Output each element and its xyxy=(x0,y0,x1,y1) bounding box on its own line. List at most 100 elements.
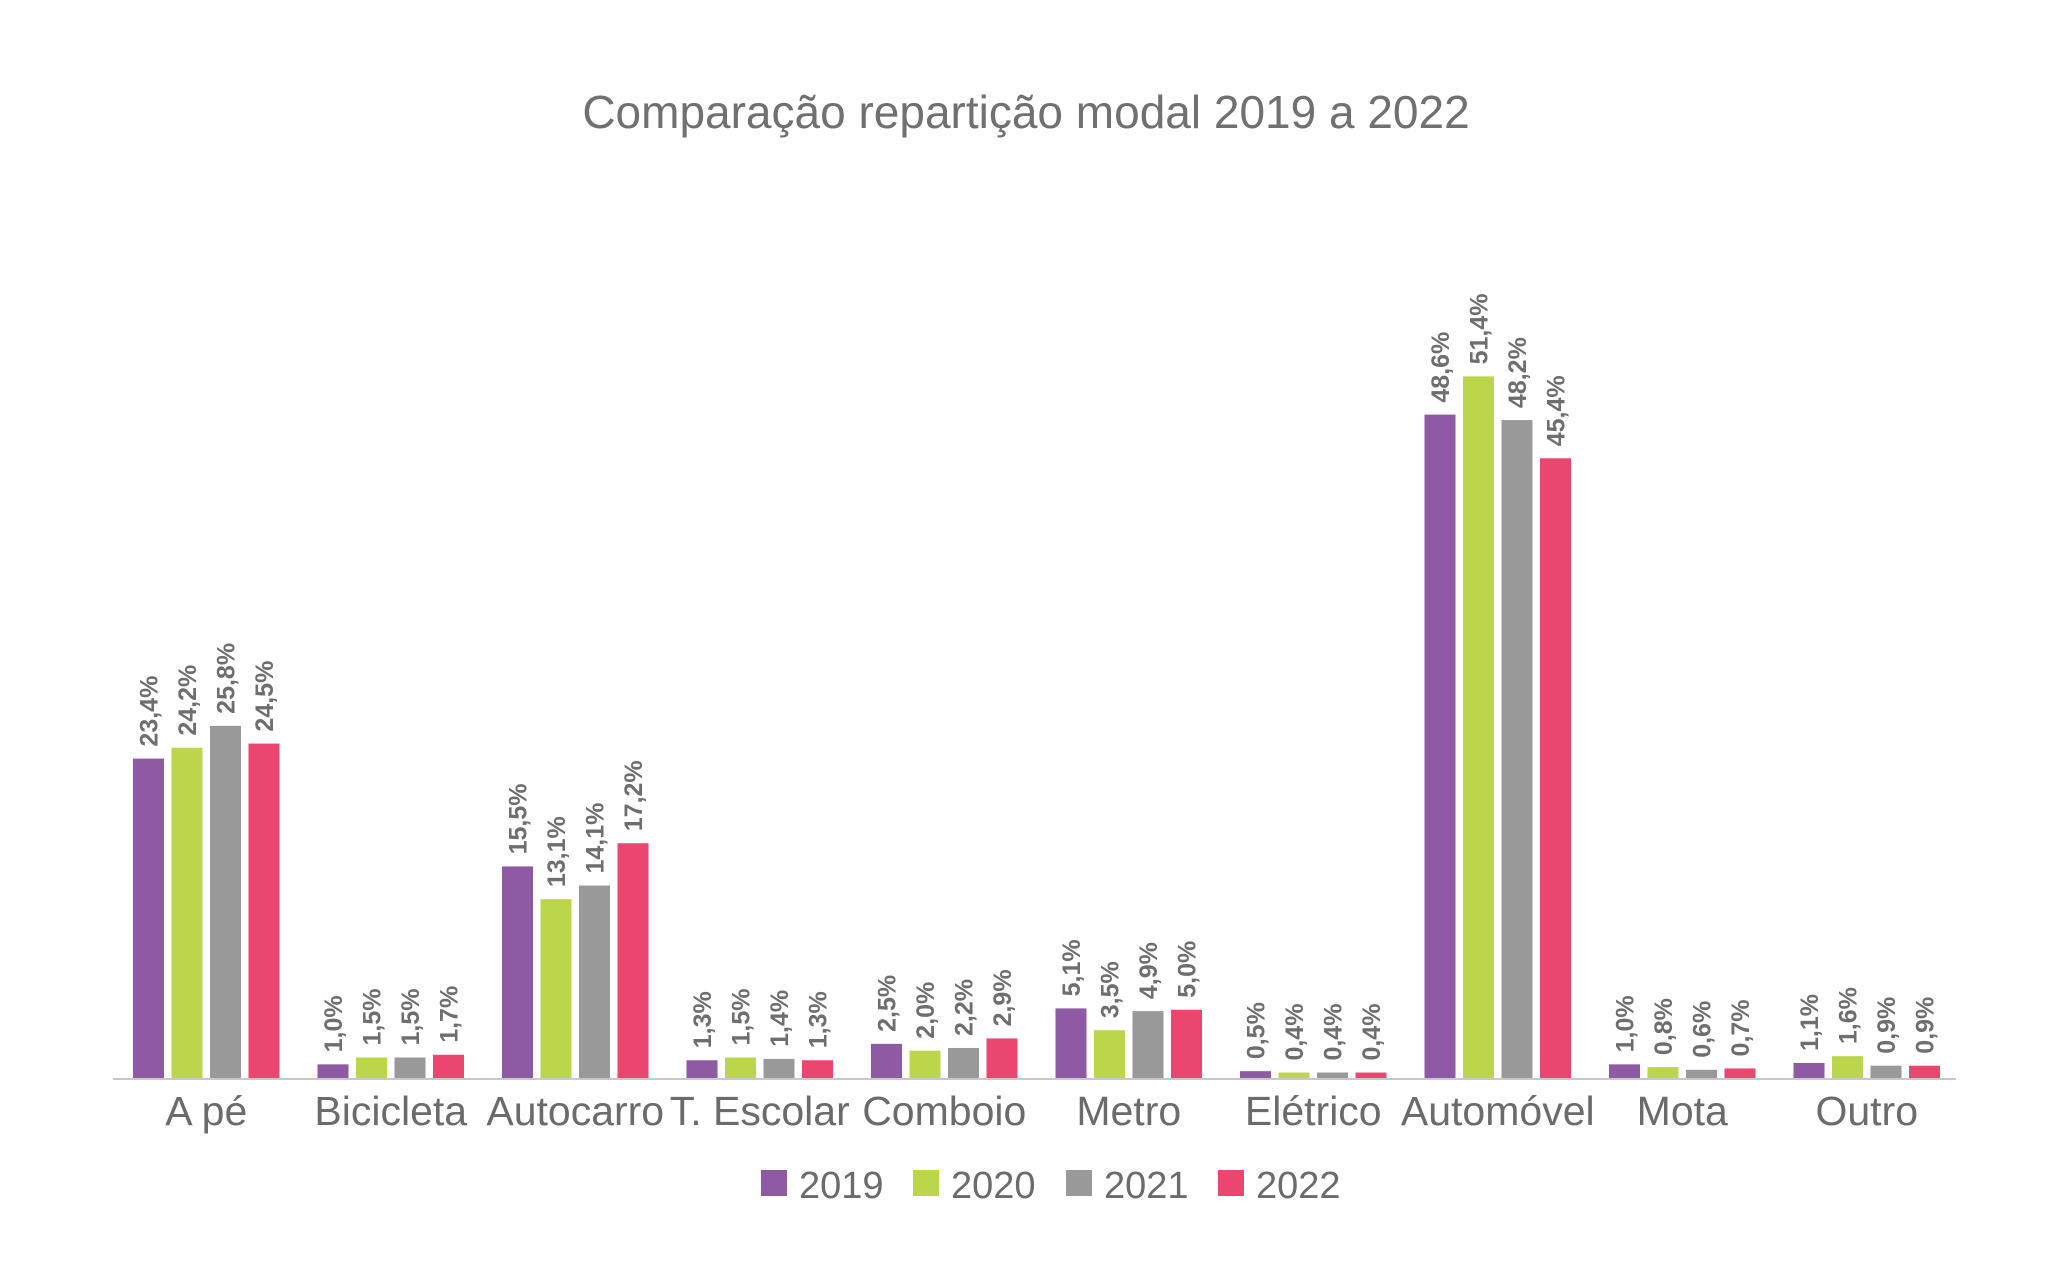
bar-2021-3 xyxy=(763,1058,795,1078)
bar-2019-4 xyxy=(871,1043,902,1078)
bar-2022-9 xyxy=(1909,1065,1940,1078)
value-label: 24,2% xyxy=(174,665,202,736)
bar-2019-8 xyxy=(1609,1064,1640,1078)
value-label: 1,6% xyxy=(1835,987,1863,1044)
chart-title: Comparação repartição modal 2019 a 2022 xyxy=(582,86,1469,138)
bar-2020-9 xyxy=(1832,1056,1863,1078)
bar-2022-8 xyxy=(1724,1068,1756,1078)
value-label: 0,6% xyxy=(1689,1001,1717,1058)
value-label: 15,5% xyxy=(505,784,533,855)
category-label: Comboio xyxy=(862,1088,1026,1134)
bar-2019-0 xyxy=(133,758,164,1078)
value-label: 1,5% xyxy=(728,989,756,1046)
value-label: 0,4% xyxy=(1358,1004,1386,1061)
bar-2021-7 xyxy=(1501,420,1533,1078)
bar-2020-3 xyxy=(725,1057,756,1078)
bar-2019-6 xyxy=(1240,1071,1271,1078)
bar-2019-9 xyxy=(1793,1062,1825,1078)
value-label: 4,9% xyxy=(1135,942,1163,999)
category-label: Automóvel xyxy=(1401,1088,1595,1134)
value-label: 13,1% xyxy=(543,816,571,887)
value-label: 5,1% xyxy=(1058,939,1086,996)
category-labels-group: A pé Bicicleta Autocarro T. Escolar Comboio M… xyxy=(165,1088,1918,1134)
bar-2020-8 xyxy=(1647,1067,1679,1078)
bar-2019-3 xyxy=(686,1060,718,1078)
bar-2022-2 xyxy=(617,843,649,1078)
bar-2019-5 xyxy=(1055,1008,1087,1078)
bar-2022-6 xyxy=(1355,1072,1387,1078)
category-label: A pé xyxy=(165,1088,247,1134)
legend-swatch-2022 xyxy=(1218,1170,1244,1196)
bar-2021-2 xyxy=(579,885,610,1078)
bar-2021-9 xyxy=(1870,1065,1902,1078)
bar-2022-3 xyxy=(802,1060,833,1078)
value-label: 1,5% xyxy=(359,989,387,1046)
category-label: Metro xyxy=(1076,1088,1181,1134)
bar-2020-4 xyxy=(909,1050,941,1078)
category-label: Mota xyxy=(1637,1088,1728,1134)
value-label: 1,3% xyxy=(805,991,833,1048)
value-label: 48,6% xyxy=(1427,332,1455,403)
value-label: 2,5% xyxy=(874,975,902,1032)
value-label: 1,5% xyxy=(397,989,425,1046)
value-label: 0,9% xyxy=(1873,997,1901,1054)
value-label: 1,7% xyxy=(436,986,464,1043)
value-label: 2,2% xyxy=(951,979,979,1036)
bar-2020-7 xyxy=(1463,376,1494,1078)
value-label: 45,4% xyxy=(1543,375,1571,446)
value-label: 0,5% xyxy=(1243,1002,1271,1059)
value-label: 14,1% xyxy=(582,803,610,874)
bar-2019-1 xyxy=(317,1064,349,1078)
bar-2022-7 xyxy=(1540,458,1571,1078)
value-label: 0,8% xyxy=(1650,998,1678,1055)
bar-2021-1 xyxy=(394,1057,426,1078)
value-label: 2,9% xyxy=(989,969,1017,1026)
bar-2019-7 xyxy=(1424,414,1456,1078)
legend-swatch-2020 xyxy=(913,1170,939,1196)
legend-swatch-2019 xyxy=(761,1170,787,1196)
bar-2019-2 xyxy=(502,866,533,1078)
bar-2020-2 xyxy=(540,899,572,1078)
category-label: Bicicleta xyxy=(314,1088,467,1134)
value-label: 1,0% xyxy=(1612,995,1640,1052)
category-label: Autocarro xyxy=(486,1088,664,1134)
value-label: 24,5% xyxy=(251,661,279,732)
value-label: 5,0% xyxy=(1174,941,1202,998)
value-label: 1,3% xyxy=(689,991,717,1048)
legend: 2019 2020 2021 2022 xyxy=(761,1165,1341,1207)
bar-2021-4 xyxy=(948,1047,979,1078)
value-label: 1,4% xyxy=(766,990,794,1047)
value-label: 2,0% xyxy=(912,982,940,1039)
bar-2020-6 xyxy=(1278,1072,1310,1078)
value-label: 0,4% xyxy=(1320,1004,1348,1061)
legend-label-2019: 2019 xyxy=(799,1165,884,1207)
category-label: Outro xyxy=(1815,1088,1918,1134)
value-label: 51,4% xyxy=(1466,293,1494,364)
category-label: T. Escolar xyxy=(670,1088,850,1134)
bar-2021-6 xyxy=(1317,1072,1348,1078)
value-label: 0,9% xyxy=(1912,997,1940,1054)
value-label: 17,2% xyxy=(620,760,648,831)
value-labels-group: 23,4% 24,2% 25,8% 24,5% 1,0% 1,5% 1,5% 1,7% 15,5… xyxy=(136,293,1940,1060)
legend-label-2020: 2020 xyxy=(951,1165,1036,1207)
category-label: Elétrico xyxy=(1245,1088,1382,1134)
legend-label-2022: 2022 xyxy=(1256,1165,1341,1207)
value-label: 0,4% xyxy=(1281,1004,1309,1061)
bar-2021-5 xyxy=(1132,1011,1164,1078)
bar-2022-5 xyxy=(1171,1009,1202,1078)
bar-2020-1 xyxy=(356,1057,387,1078)
value-label: 3,5% xyxy=(1097,961,1125,1018)
value-label: 0,7% xyxy=(1727,999,1755,1056)
bar-2020-0 xyxy=(171,747,203,1078)
bar-2020-5 xyxy=(1094,1030,1125,1078)
bar-2022-4 xyxy=(986,1038,1018,1078)
value-label: 1,1% xyxy=(1796,994,1824,1051)
bars-group xyxy=(133,376,1940,1078)
bar-2021-8 xyxy=(1686,1069,1717,1078)
bar-2022-0 xyxy=(248,743,280,1078)
bar-2022-1 xyxy=(433,1054,464,1078)
value-label: 48,2% xyxy=(1504,337,1532,408)
value-label: 1,0% xyxy=(320,995,348,1052)
value-label: 23,4% xyxy=(136,676,164,747)
